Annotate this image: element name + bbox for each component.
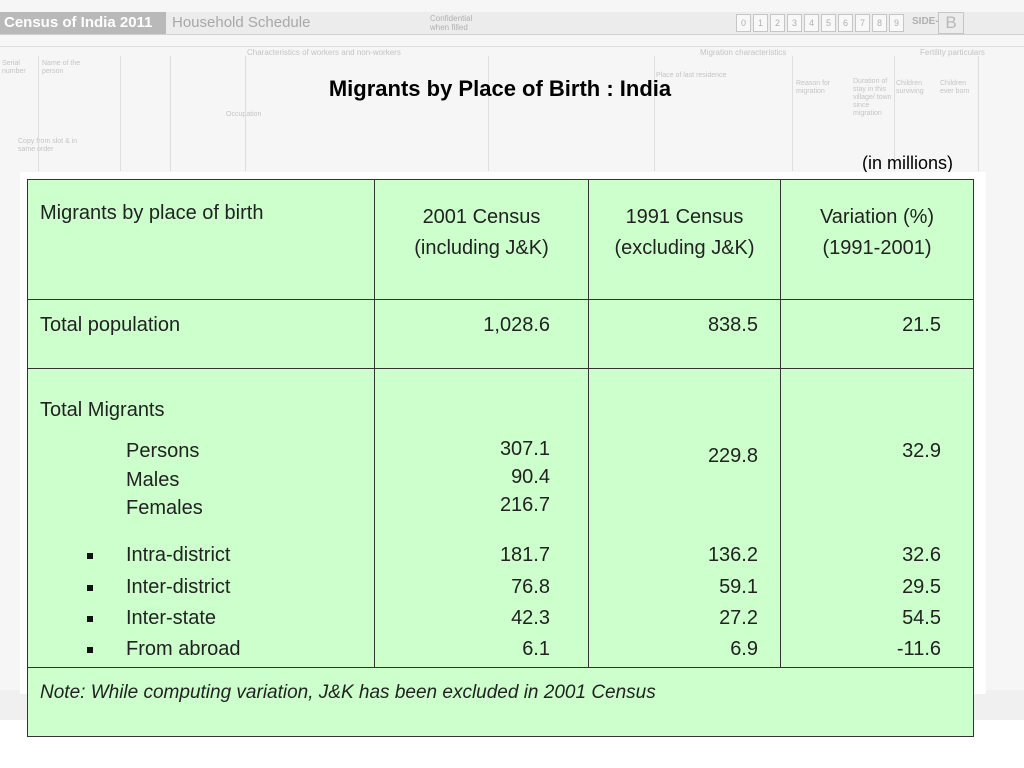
category-label: From abroad (126, 638, 241, 660)
header-variation: Variation (%) (1991-2001) (780, 179, 974, 300)
bullet-icon (87, 647, 93, 653)
migrants-table: Migrants by place of birth 2001 Census (… (27, 179, 974, 737)
table-row-total-population: Total population 1,028.6 838.5 21.5 (27, 299, 974, 369)
bullet-icon (87, 616, 93, 622)
digit-box: 5 (821, 14, 836, 32)
table-note: Note: While computing variation, J&K has… (27, 667, 974, 737)
form-rule (894, 56, 895, 171)
digit-box: 2 (770, 14, 785, 32)
form-rule (978, 56, 979, 171)
children-surviving-label: Children surviving (896, 80, 924, 95)
digit-box: 6 (838, 14, 853, 32)
header-place-of-birth: Migrants by place of birth (27, 179, 375, 300)
form-rule (654, 56, 655, 171)
bullet-icon (87, 553, 93, 559)
total-population-1991: 838.5 (588, 299, 781, 369)
total-population-2001: 1,028.6 (374, 299, 589, 369)
migrants-variation: 32.9 (902, 440, 941, 462)
children-born-label: Children ever born (940, 80, 970, 95)
migrants-1991: 229.8 (707, 445, 758, 467)
bullet-icon (87, 585, 93, 591)
category-label: Intra-district (126, 544, 231, 566)
category-2001: 42.3 (511, 607, 550, 629)
category-2001: 6.1 (522, 638, 550, 660)
schedule-label: Household Schedule (172, 14, 311, 31)
total-population-variation: 21.5 (780, 299, 974, 369)
total-population-label: Total population (27, 299, 375, 369)
header-variation-line1: Variation (%) (819, 206, 935, 228)
reason-label: Reason for migration (796, 80, 831, 95)
digit-box: 0 (736, 14, 751, 32)
digit-box: 9 (889, 14, 904, 32)
header-1991-census: 1991 Census (excluding J&K) (588, 179, 781, 300)
digit-box: 4 (804, 14, 819, 32)
migrants-1991-cell: 229.8 136.2 59.1 27.2 6.9 (588, 368, 781, 668)
form-rule (0, 46, 1024, 47)
confidential-label: Confidential when filled (430, 14, 473, 32)
males-label: Males (126, 469, 180, 491)
duration-label: Duration of stay in this village/ town s… (853, 78, 892, 117)
persons-label: Persons (126, 440, 200, 462)
copy-note: Copy from slot & in same order (18, 138, 78, 153)
occupation-label: Occupation (226, 111, 262, 118)
side-label: SIDE- (912, 16, 939, 27)
header-2001-census: 2001 Census (including J&K) (374, 179, 589, 300)
females-label: Females (126, 497, 203, 519)
migrants-labels-cell: Total Migrants Persons Males Females Int… (27, 368, 375, 668)
category-1991: 27.2 (719, 607, 758, 629)
table-row-note: Note: While computing variation, J&K has… (27, 667, 974, 737)
category-1991: 59.1 (719, 576, 758, 598)
category-1991: 6.9 (730, 638, 758, 660)
table-header-row: Migrants by place of birth 2001 Census (… (27, 179, 974, 300)
header-2001-line1: 2001 Census (422, 206, 541, 228)
migrants-variation-cell: 32.9 32.6 29.5 54.5 -11.6 (780, 368, 974, 668)
census-form-header: Census of India 2011 Household Schedule … (0, 12, 1024, 35)
persons-2001: 307.1 (499, 438, 550, 460)
name-label: Name of the person (42, 60, 81, 75)
slide-title: Migrants by Place of Birth : India (328, 76, 672, 101)
category-label: Inter-state (126, 607, 217, 629)
form-rule (170, 56, 171, 171)
header-1991-line2: (excluding J&K) (614, 237, 755, 259)
form-rule (120, 56, 121, 171)
header-1991-line1: 1991 Census (625, 206, 744, 228)
digit-box: 8 (872, 14, 887, 32)
form-rule (245, 56, 246, 171)
form-rule (792, 56, 793, 171)
header-2001-line2: (including J&K) (414, 237, 549, 259)
migrants-2001-cell: 307.1 90.4 216.7 181.7 76.8 42.3 6.1 (374, 368, 589, 668)
digit-box: 1 (753, 14, 768, 32)
migration-heading: Migration characteristics (700, 48, 787, 57)
units-note: (in millions) (862, 153, 954, 173)
fertility-heading: Fertility particulars (920, 48, 985, 57)
category-variation: 54.5 (902, 607, 941, 629)
header-variation-line2: (1991-2001) (822, 237, 932, 259)
category-label: Inter-district (126, 576, 231, 598)
side-letter: B (938, 12, 964, 34)
form-rule (488, 56, 489, 171)
category-variation: 29.5 (902, 576, 941, 598)
females-2001: 216.7 (499, 494, 550, 516)
category-variation: -11.6 (896, 638, 941, 660)
table-row-migrants: Total Migrants Persons Males Females Int… (27, 368, 974, 668)
workers-heading: Characteristics of workers and non-worke… (247, 48, 401, 57)
digit-boxes: 0 1 2 3 4 5 6 7 8 9 (736, 14, 906, 32)
form-rule (38, 56, 39, 171)
category-variation: 32.6 (902, 544, 941, 566)
census-badge: Census of India 2011 (0, 12, 166, 34)
category-2001: 76.8 (511, 576, 550, 598)
males-2001: 90.4 (511, 466, 550, 488)
serial-label: Serial number (2, 60, 26, 75)
digit-box: 7 (855, 14, 870, 32)
total-migrants-label: Total Migrants (40, 399, 165, 421)
last-residence-label: Place of last residence (656, 72, 727, 79)
category-2001: 181.7 (499, 544, 550, 566)
digit-box: 3 (787, 14, 802, 32)
category-1991: 136.2 (707, 544, 758, 566)
